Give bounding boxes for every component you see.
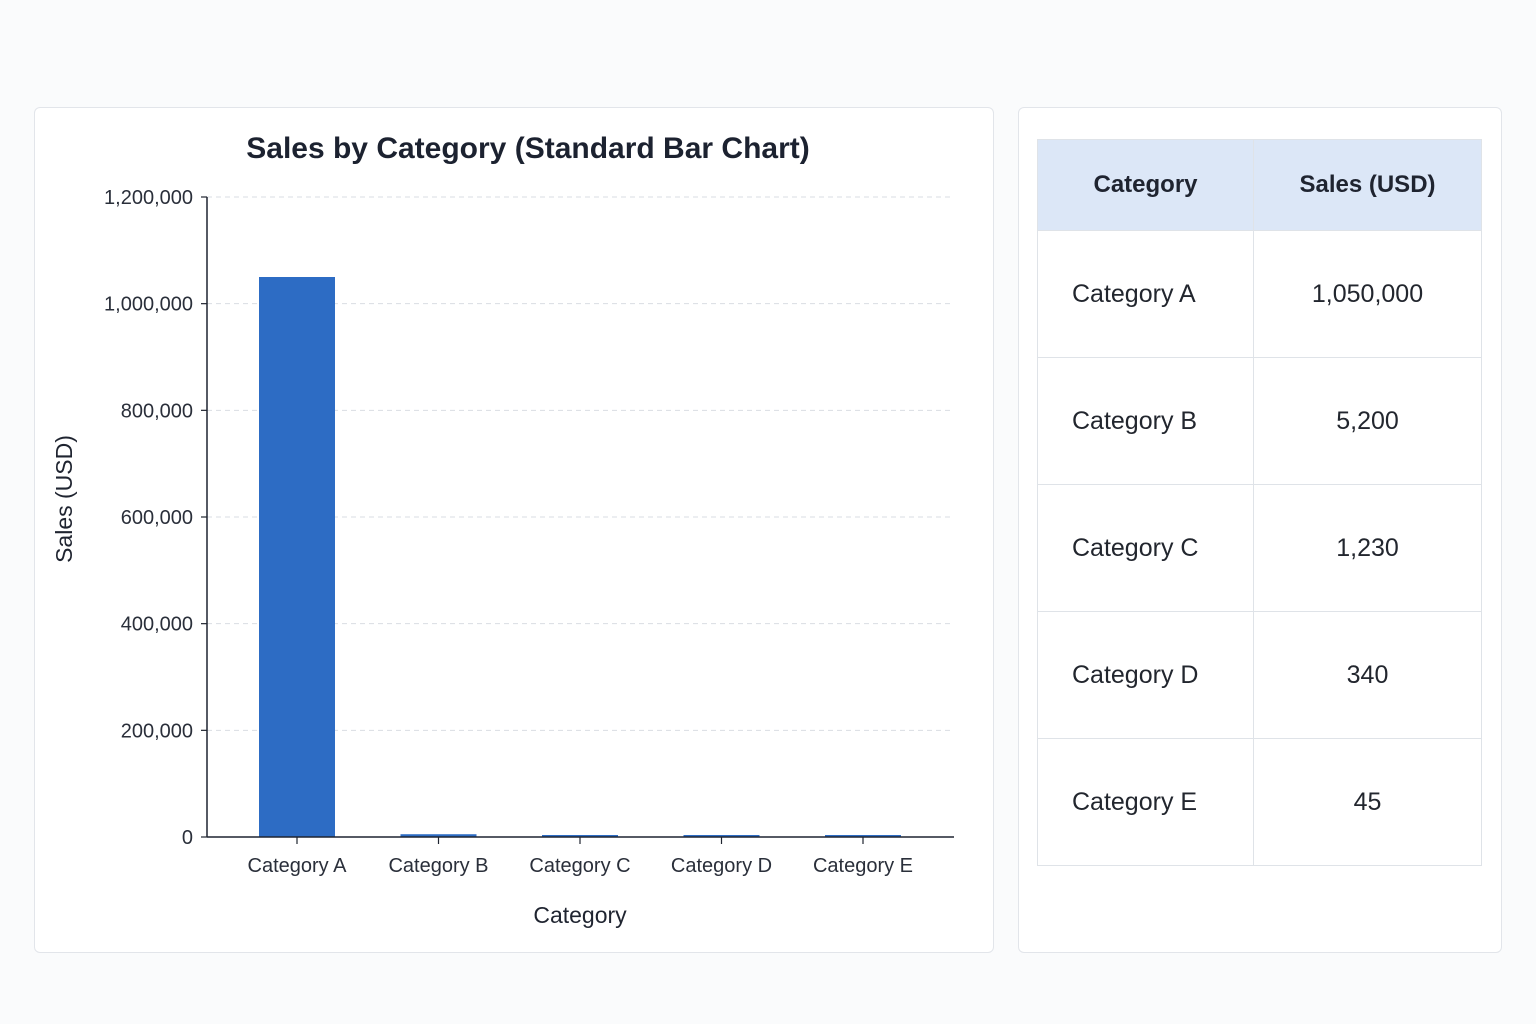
- x-tick-label: Category B: [388, 855, 488, 877]
- x-tick-label: Category E: [813, 855, 913, 877]
- y-tick-label: 400,000: [121, 614, 193, 636]
- y-tick-label: 800,000: [121, 400, 193, 422]
- table-row: Category A 1,050,000: [1037, 230, 1482, 358]
- y-tick-label: 1,000,000: [104, 294, 193, 316]
- x-tick-labels: Category A Category B Category C Category D…: [248, 837, 913, 877]
- y-tick-label: 1,200,000: [104, 187, 193, 209]
- y-tick-label: 0: [182, 827, 193, 849]
- bar-chart: Sales by Category (Standard Bar Chart) 0…: [51, 132, 954, 928]
- table-panel: Category Sales (USD) Category A 1,050,00…: [1018, 107, 1502, 953]
- category-cell: Category D: [1037, 611, 1254, 739]
- y-tick-labels: 0 200,000 400,000 600,000 800,000 1,000,000 1,…: [104, 187, 207, 849]
- sales-cell: 340: [1253, 611, 1482, 739]
- column-header-category: Category: [1037, 139, 1254, 231]
- sales-cell: 1,230: [1253, 484, 1482, 612]
- chart-panel: Sales by Category (Standard Bar Chart) 0…: [34, 107, 994, 953]
- y-axis-label: Sales (USD): [51, 435, 77, 563]
- x-tick-label: Category C: [529, 855, 630, 877]
- bar: [683, 835, 760, 837]
- bar: [400, 834, 477, 837]
- table-row: Category E 45: [1037, 738, 1482, 866]
- table-header-row: Category Sales (USD): [1037, 139, 1482, 231]
- bar: [825, 835, 901, 837]
- table-row: Category D 340: [1037, 611, 1482, 739]
- x-tick-label: Category A: [248, 855, 348, 877]
- bar: [542, 835, 618, 837]
- x-tick-label: Category D: [671, 855, 772, 877]
- grid-lines: [207, 196, 954, 731]
- x-axis-label: Category: [533, 902, 627, 928]
- sales-cell: 1,050,000: [1253, 230, 1482, 358]
- category-cell: Category C: [1037, 484, 1254, 612]
- y-tick-label: 600,000: [121, 507, 193, 529]
- chart-title: Sales by Category (Standard Bar Chart): [246, 132, 809, 165]
- bars: [259, 277, 901, 837]
- sales-cell: 45: [1253, 738, 1482, 866]
- column-header-sales: Sales (USD): [1253, 139, 1482, 231]
- y-tick-label: 200,000: [121, 720, 193, 742]
- table-row: Category C 1,230: [1037, 484, 1482, 612]
- sales-table: Category Sales (USD) Category A 1,050,00…: [1037, 139, 1482, 866]
- bar: [259, 277, 335, 837]
- category-cell: Category B: [1037, 357, 1254, 485]
- category-cell: Category E: [1037, 738, 1254, 866]
- sales-cell: 5,200: [1253, 357, 1482, 485]
- table-row: Category B 5,200: [1037, 357, 1482, 485]
- category-cell: Category A: [1037, 230, 1254, 358]
